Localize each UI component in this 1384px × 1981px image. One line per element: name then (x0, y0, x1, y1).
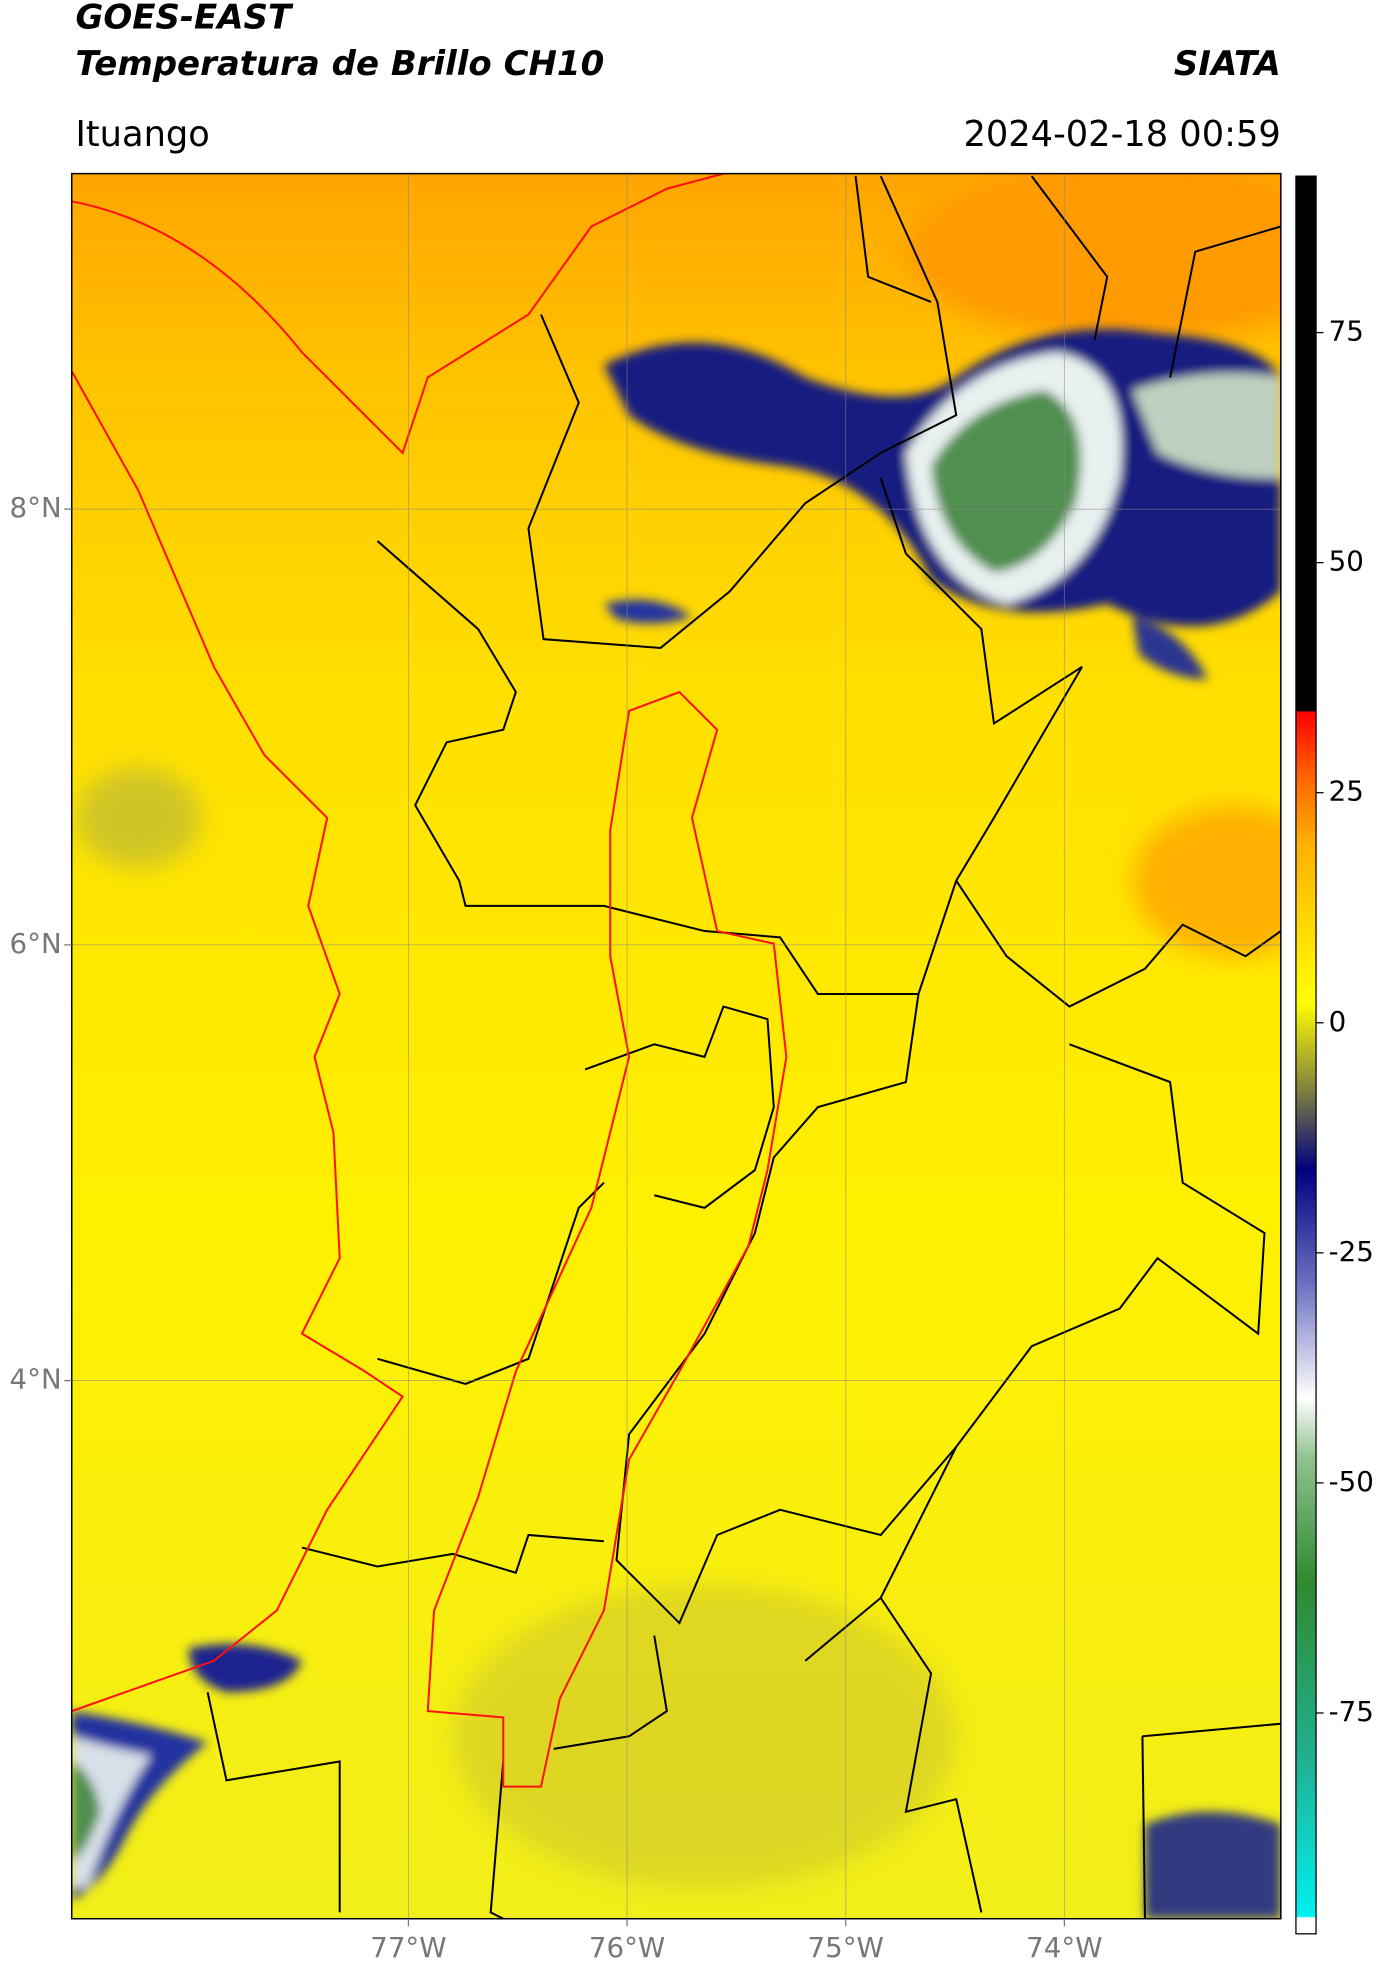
colorbar (1295, 175, 1317, 1935)
lon-tick-label: 74°W (1026, 1931, 1102, 1964)
title: GOES-EAST (75, 0, 293, 37)
map (71, 173, 1281, 1919)
datetime: 2024-02-18 00:59 (963, 114, 1280, 155)
colorbar-tick-label: 25 (1329, 775, 1364, 808)
source: SIATA (1174, 44, 1281, 84)
colorbar-tick-label: -25 (1329, 1235, 1374, 1268)
department-borders (206, 175, 1281, 1919)
colorbar-tick-label: -50 (1329, 1465, 1374, 1498)
colorbar-tick-label: -75 (1329, 1695, 1374, 1728)
map-frame (70, 172, 1282, 1920)
colorbar-tick-label: 50 (1329, 545, 1364, 578)
colorbar-tick-label: 75 (1329, 315, 1364, 348)
location: Ituango (75, 114, 209, 155)
lon-tick-label: 76°W (589, 1931, 665, 1964)
lon-tick-label: 77°W (370, 1931, 446, 1964)
lat-tick-label: 4°N (10, 1363, 62, 1396)
lon-tick-label: 75°W (808, 1931, 884, 1964)
lat-tick-label: 8°N (10, 491, 62, 524)
subtitle: Temperatura de Brillo CH10 (75, 44, 604, 84)
lat-tick-label: 6°N (10, 927, 62, 960)
colorbar-tick-label: 0 (1329, 1005, 1347, 1038)
coastline-and-basin (71, 173, 788, 1788)
graticule (71, 173, 1281, 1919)
